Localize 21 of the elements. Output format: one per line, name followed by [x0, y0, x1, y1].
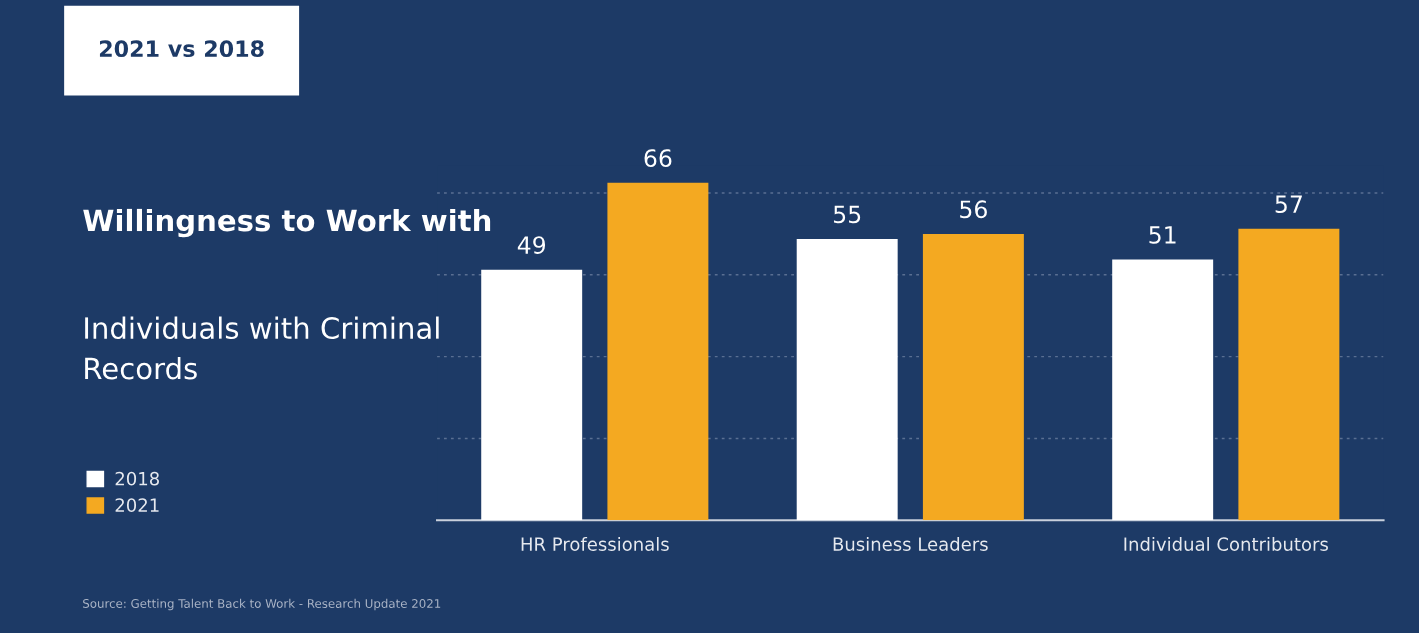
data-label: 51: [1149, 226, 1176, 244]
data-label: 56: [960, 200, 987, 219]
text: 2021 vs 2018: [99, 40, 264, 58]
bar: [796, 238, 898, 521]
text: Individuals with Criminal Records: [85, 316, 439, 380]
legend-label: 2018: [115, 471, 159, 486]
x-tick-label: HR Professionals: [521, 536, 669, 551]
x-tick-label: Business Leaders: [833, 536, 988, 551]
legend-label: 2021: [115, 498, 159, 512]
bar: [1238, 228, 1340, 521]
x-tick-label: Individual Contributors: [1124, 536, 1328, 551]
bar: [607, 182, 709, 521]
source-note: Source: Getting Talent Back to Work - Research Update 2021: [83, 598, 441, 611]
text: Willingness to Work with: [83, 208, 491, 238]
data-label: 55: [833, 205, 861, 224]
bar: [481, 269, 583, 521]
data-label: 57: [1275, 195, 1302, 214]
bar: [1112, 259, 1214, 521]
data-label: 49: [517, 236, 546, 254]
bar: [922, 233, 1024, 521]
data-label: 66: [644, 149, 672, 168]
